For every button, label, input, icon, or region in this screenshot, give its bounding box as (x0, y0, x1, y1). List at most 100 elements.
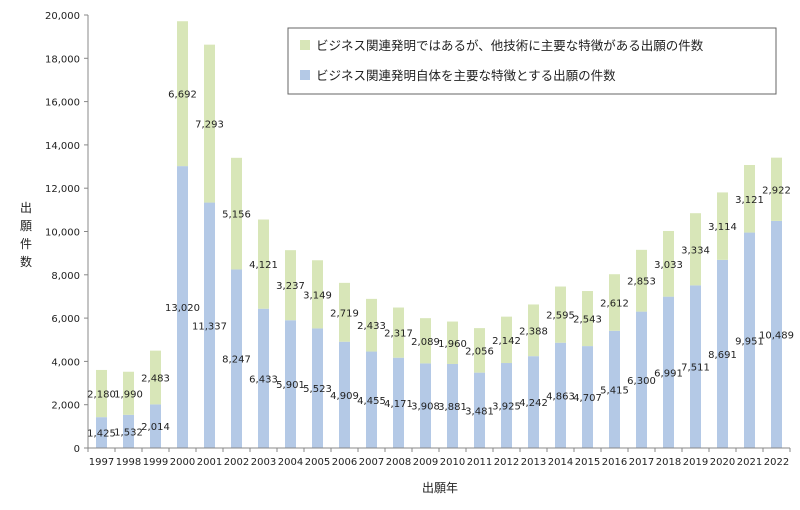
data-label: 3,881 (438, 402, 467, 413)
bar-segment-other (636, 249, 647, 312)
data-label: 5,901 (276, 380, 305, 391)
y-tick-label: 16,000 (45, 98, 80, 109)
bar-segment-main (771, 220, 782, 448)
x-tick-label: 1999 (143, 457, 168, 468)
x-tick-label: 2000 (170, 457, 195, 468)
bar-segment-main (393, 357, 404, 448)
legend-swatch (300, 40, 310, 50)
y-axis-title-char: 件 (20, 237, 32, 251)
x-tick-label: 2003 (251, 457, 276, 468)
y-tick-label: 10,000 (45, 228, 80, 239)
data-label: 2,543 (573, 315, 602, 326)
y-tick-label: 8,000 (51, 271, 80, 282)
y-tick-label: 14,000 (45, 141, 80, 152)
bar-segment-main (96, 417, 107, 448)
x-tick-label: 2010 (440, 457, 465, 468)
data-label: 1,425 (87, 429, 116, 440)
x-tick-label: 2022 (764, 457, 789, 468)
bar-segment-other (690, 213, 701, 286)
y-axis-title-char: 出 (20, 201, 32, 215)
data-label: 2,142 (492, 336, 521, 347)
data-label: 7,511 (681, 363, 710, 374)
bar-segment-main (204, 202, 215, 448)
data-label: 7,293 (195, 120, 224, 131)
data-label: 2,089 (411, 337, 440, 348)
data-label: 1,960 (438, 339, 467, 350)
legend-label: ビジネス関連発明自体を主要な特徴とする出願の件数 (316, 68, 616, 83)
x-tick-label: 2016 (602, 457, 627, 468)
x-tick-label: 2001 (197, 457, 222, 468)
x-tick-label: 2005 (305, 457, 330, 468)
bar-segment-main (285, 320, 296, 448)
x-tick-label: 2013 (521, 457, 546, 468)
y-tick-label: 4,000 (51, 357, 80, 368)
data-label: 5,415 (600, 385, 629, 396)
bar-segment-other (744, 164, 755, 233)
bar-segment-other (717, 192, 728, 260)
bar-segment-main (177, 166, 188, 448)
bar-segment-main (555, 342, 566, 448)
bar-segment-other (366, 298, 377, 352)
bar-segment-other (312, 260, 323, 329)
data-label: 6,300 (627, 376, 656, 387)
x-tick-label: 2012 (494, 457, 519, 468)
legend: ビジネス関連発明ではあるが、他技術に主要な特徴がある出願の件数ビジネス関連発明自… (287, 27, 777, 95)
x-tick-label: 2008 (386, 457, 411, 468)
data-label: 2,014 (141, 422, 170, 433)
data-label: 3,149 (303, 290, 332, 301)
bar-segment-other (339, 282, 350, 342)
data-label: 3,481 (465, 406, 494, 417)
data-label: 8,691 (708, 350, 737, 361)
bar-segment-main (582, 346, 593, 448)
x-tick-label: 2015 (575, 457, 600, 468)
y-axis-title-char: 数 (20, 254, 32, 269)
bar-segment-other (204, 44, 215, 203)
bar-segment-other (123, 371, 134, 415)
bar-segment-main (501, 363, 512, 448)
x-tick-label: 2018 (656, 457, 681, 468)
bar-segment-other (474, 328, 485, 373)
bar-segment-other (96, 369, 107, 418)
bar-segment-other (285, 250, 296, 321)
x-tick-label: 2004 (278, 457, 303, 468)
data-label: 2,388 (519, 326, 548, 337)
data-label: 4,909 (330, 391, 359, 402)
data-label: 6,433 (249, 374, 278, 385)
y-tick-label: 12,000 (45, 184, 80, 195)
bars-layer (96, 21, 782, 448)
bar-segment-other (150, 350, 161, 405)
data-label: 1,990 (114, 389, 143, 400)
x-tick-label: 1997 (89, 457, 114, 468)
bar-segment-main (636, 311, 647, 448)
bar-segment-other (177, 21, 188, 167)
bar-segment-other (501, 316, 512, 364)
legend-swatch (300, 70, 310, 80)
bar-segment-other (393, 307, 404, 358)
data-label: 2,922 (762, 185, 791, 196)
x-tick-label: 2002 (224, 457, 249, 468)
bar-segment-other (447, 321, 458, 364)
x-tick-label: 2017 (629, 457, 654, 468)
data-label: 4,863 (546, 391, 575, 402)
x-tick-label: 1998 (116, 457, 141, 468)
y-tick-label: 2,000 (51, 401, 80, 412)
legend-label: ビジネス関連発明ではあるが、他技術に主要な特徴がある出願の件数 (316, 38, 704, 53)
bar-segment-main (744, 232, 755, 448)
x-tick-label: 2021 (737, 457, 762, 468)
y-tick-label: 20,000 (45, 11, 80, 22)
bar-segment-other (528, 304, 539, 357)
bar-segment-main (690, 285, 701, 448)
data-label: 3,237 (276, 281, 305, 292)
data-label: 2,317 (384, 329, 413, 340)
data-label: 1,532 (114, 427, 143, 438)
data-label: 3,033 (654, 260, 683, 271)
data-label: 13,020 (165, 303, 200, 314)
data-label: 4,121 (249, 260, 278, 271)
y-tick-label: 18,000 (45, 54, 80, 65)
bar-segment-main (312, 328, 323, 448)
y-tick-label: 6,000 (51, 314, 80, 325)
bar-segment-main (528, 356, 539, 448)
bar-segment-other (420, 318, 431, 364)
